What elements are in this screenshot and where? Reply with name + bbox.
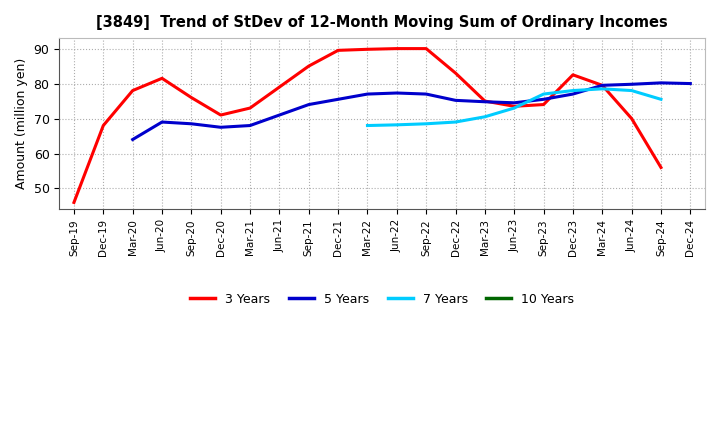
- Title: [3849]  Trend of StDev of 12-Month Moving Sum of Ordinary Incomes: [3849] Trend of StDev of 12-Month Moving…: [96, 15, 668, 30]
- Legend: 3 Years, 5 Years, 7 Years, 10 Years: 3 Years, 5 Years, 7 Years, 10 Years: [185, 288, 580, 311]
- Y-axis label: Amount (million yen): Amount (million yen): [15, 58, 28, 189]
